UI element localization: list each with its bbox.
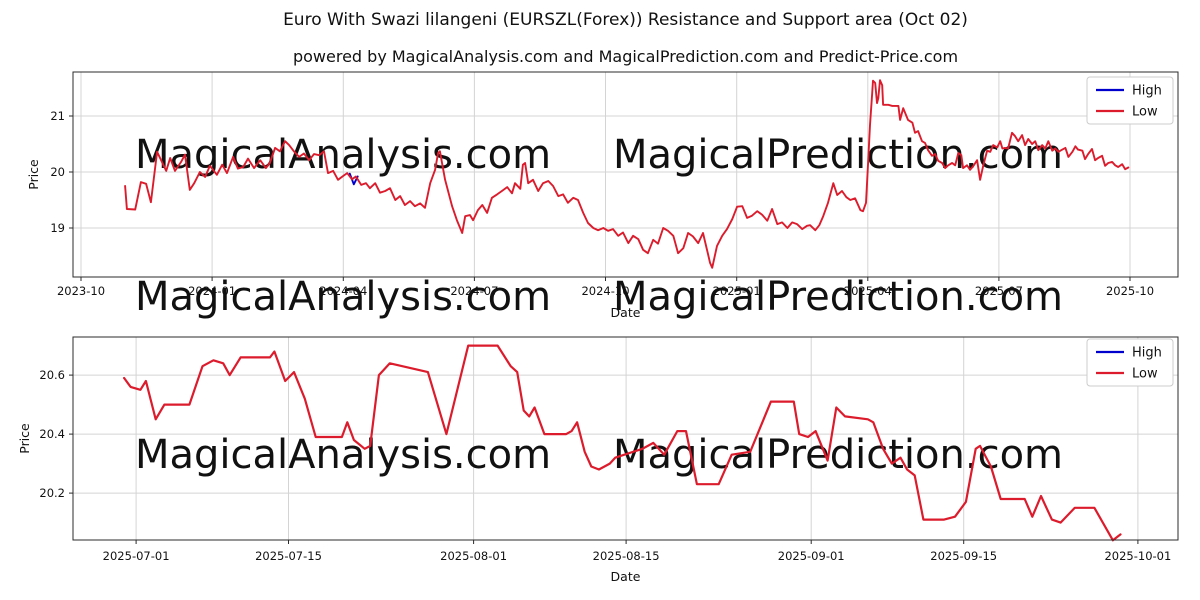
x-axis-label: Date — [611, 569, 641, 584]
x-tick-label: 2024-10 — [581, 284, 629, 298]
x-tick-label: 2025-01 — [713, 284, 761, 298]
y-tick-label: 20 — [50, 165, 65, 179]
y-axis-label: Price — [26, 159, 41, 190]
legend: High Low — [1086, 76, 1174, 125]
watermark-text: MagicalPrediction.com — [613, 432, 1063, 478]
watermark-text: MagicalPrediction.com — [613, 132, 1063, 178]
x-tick-label: 2024-01 — [188, 284, 236, 298]
x-tick-label: 2025-09-15 — [930, 549, 997, 563]
y-tick-label: 21 — [50, 109, 65, 123]
low-series-line — [124, 79, 1130, 269]
x-tick-label: 2025-04 — [844, 284, 892, 298]
watermark-text: MagicalAnalysis.com — [135, 274, 551, 320]
x-tick-label: 2025-08-01 — [440, 549, 507, 563]
x-tick-label: 2024-04 — [319, 284, 367, 298]
x-tick-label: 2025-08-15 — [593, 549, 660, 563]
figure-title: Euro With Swazi lilangeni (EURSZL(Forex)… — [283, 10, 968, 30]
legend-label-low: Low — [1132, 105, 1158, 120]
watermark-text: MagicalAnalysis.com — [135, 132, 551, 178]
y-tick-label: 20.4 — [39, 427, 65, 441]
watermark-text: MagicalPrediction.com — [613, 274, 1063, 320]
legend-label-high: High — [1132, 84, 1162, 99]
watermark-text: MagicalAnalysis.com — [135, 432, 551, 478]
legend-label-low: Low — [1132, 367, 1158, 382]
x-tick-label: 2023-10 — [57, 284, 105, 298]
legend-label-high: High — [1132, 346, 1162, 361]
y-tick-label: 20.6 — [39, 368, 65, 382]
legend-box — [1086, 76, 1174, 125]
low-series-line — [123, 344, 1122, 542]
x-tick-label: 2024-07 — [450, 284, 498, 298]
plot-border — [72, 336, 1179, 541]
x-tick-label: 2025-07 — [975, 284, 1023, 298]
legend-box — [1086, 338, 1174, 387]
plot-border — [72, 71, 1179, 278]
x-tick-label: 2025-10-01 — [1104, 549, 1171, 563]
x-axis-label: Date — [611, 305, 641, 320]
x-tick-label: 2025-10 — [1106, 284, 1154, 298]
chart-2: 2025-07-01 2025-07-15 2025-08-01 2025-08-15… — [17, 336, 1179, 584]
legend: High Low — [1086, 338, 1174, 387]
watermark-layer: MagicalAnalysis.com MagicalPrediction.com… — [135, 132, 1063, 478]
y-tick-label: 19 — [50, 221, 65, 235]
y-tick-label: 20.2 — [39, 486, 65, 500]
chart-1: 2023-10 2024-01 2024-04 2024-07 2024-10 2025-… — [26, 71, 1179, 320]
x-tick-label: 2025-07-01 — [103, 549, 170, 563]
chart-1-gridlines — [73, 72, 1178, 277]
y-axis-label: Price — [17, 423, 32, 454]
x-tick-label: 2025-09-01 — [778, 549, 845, 563]
x-tick-label: 2025-07-15 — [255, 549, 322, 563]
chart-2-gridlines — [73, 337, 1178, 540]
figure-subtitle: powered by MagicalAnalysis.com and Magic… — [292, 47, 959, 66]
